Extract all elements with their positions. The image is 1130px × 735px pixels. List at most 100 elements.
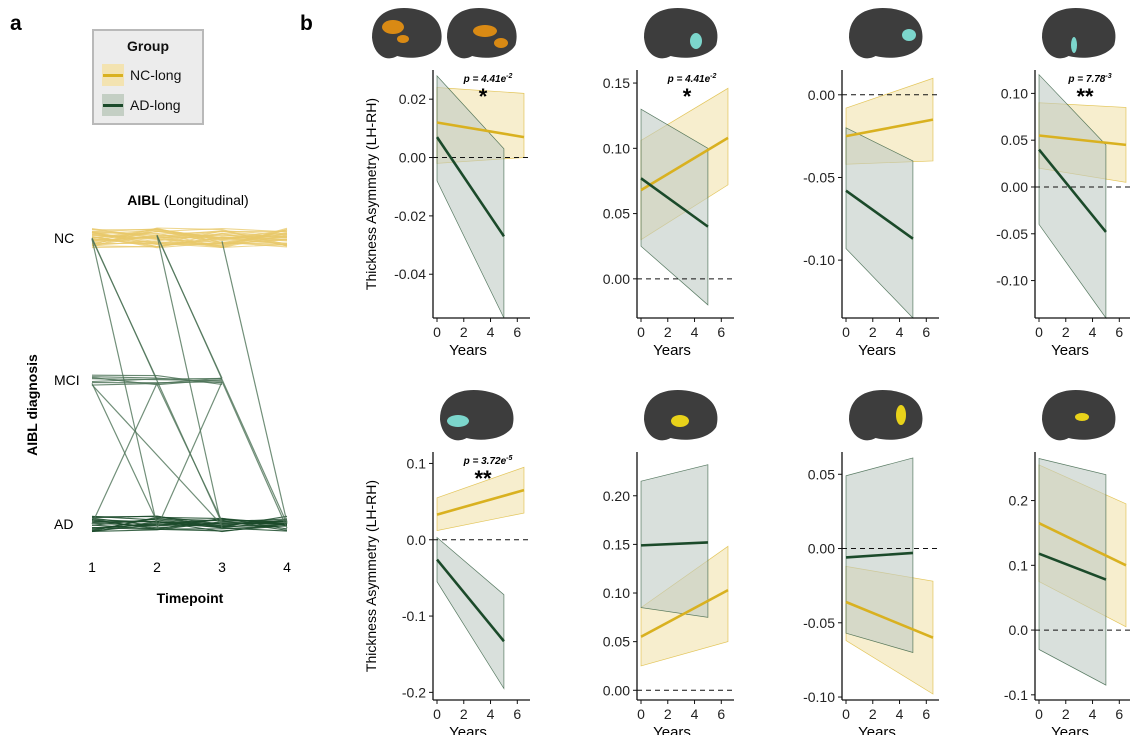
x-tick-label: 0 — [433, 324, 441, 340]
p-value-label: p = 3.72e-5 — [463, 455, 513, 467]
trend-line-ad — [640, 177, 709, 228]
y-tick-label: 0.00 — [1001, 179, 1028, 195]
plot-b5: -0.2 -0.1 0.0 0.1 0 2 4 6 Years Thickness Asymmet… — [363, 389, 530, 735]
panel-a-letter: a — [10, 12, 22, 35]
trend-line-nc — [1038, 522, 1127, 567]
x-tick-label: 2 — [869, 324, 877, 340]
trend-line-ad — [1038, 148, 1107, 233]
brain-surface — [849, 7, 923, 59]
brain-thumbnail — [849, 389, 923, 441]
trend-line-ad — [436, 558, 505, 643]
y-tick-label: 0.00 — [603, 682, 630, 698]
stable-nc-trajectories — [91, 227, 288, 249]
x-tick-label: 4 — [896, 706, 904, 722]
roi-highlight — [1071, 37, 1077, 53]
y-tick-label: 0.05 — [808, 466, 835, 482]
trend-line-ad — [845, 189, 914, 240]
y-tick-label: 0.05 — [603, 206, 630, 222]
brain-thumbnail — [440, 389, 514, 441]
legend-swatch-ad — [102, 94, 124, 116]
roi-highlight — [494, 38, 508, 48]
brain-surface — [440, 389, 514, 441]
y-axis-title: Thickness Asymmetry (LH-RH) — [363, 480, 379, 672]
x-axis-title: Years — [858, 342, 896, 359]
x-axis-title: Years — [1051, 342, 1089, 359]
x-tick-label: 6 — [717, 706, 725, 722]
x-tick-label: 6 — [717, 324, 725, 340]
trend-line-nc — [436, 121, 525, 139]
y-tick-label: -0.10 — [803, 689, 835, 705]
y-tick-label: -0.02 — [394, 208, 426, 224]
y-tick-label: -0.2 — [402, 684, 426, 700]
y-tick-label: 0.1 — [1009, 557, 1029, 573]
legend-item-nc-long: NC-long — [102, 64, 202, 86]
ci-band-ad — [436, 536, 505, 690]
p-value-label: p = 4.41e-2 — [463, 73, 513, 85]
x-axis-title: Timepoint — [157, 590, 224, 606]
panel-b-letter: b — [300, 12, 313, 35]
stable-ad-trajectories — [91, 515, 288, 533]
ad-trajectory — [91, 518, 288, 532]
trend-line-nc — [845, 118, 934, 138]
y-tick-label: 0.10 — [1001, 85, 1028, 101]
roi-highlight — [671, 415, 689, 427]
y-tick-label: 0.2 — [1009, 493, 1029, 509]
legend-swatch-nc — [102, 64, 124, 86]
x-axis-title: Years — [653, 342, 691, 359]
nc-trajectory — [91, 234, 288, 244]
x-tick-label: 1 — [88, 559, 96, 575]
roi-highlight — [896, 405, 906, 425]
brain-thumbnail — [644, 7, 718, 59]
brain-thumbnail — [1042, 7, 1116, 59]
x-tick-label: 2 — [460, 706, 468, 722]
x-tick-label: 0 — [637, 706, 645, 722]
x-tick-label: 6 — [922, 324, 930, 340]
y-tick-label: 0.20 — [603, 488, 630, 504]
mci-trajectory — [91, 381, 223, 384]
y-axis-title: AIBL diagnosis — [24, 354, 40, 456]
x-tick-label: 6 — [1115, 324, 1123, 340]
plot-b6: 0.00 0.05 0.10 0.15 0.20 0 2 4 6 Years — [603, 389, 734, 735]
x-tick-label: 2 — [1062, 324, 1070, 340]
y-tick-label: 0.00 — [808, 87, 835, 103]
roi-highlight — [447, 415, 469, 427]
transition-line — [221, 241, 288, 523]
p-value-label: p = 4.41e-2 — [667, 73, 717, 85]
plot-b1: -0.04 -0.02 0.00 0.02 0 2 4 6 Years Thickness Asy… — [363, 7, 530, 359]
y-tick-label: 0.00 — [808, 541, 835, 557]
ad-trajectory — [91, 519, 288, 530]
y-axis-title: Thickness Asymmetry (LH-RH) — [363, 98, 379, 290]
diagnosis-transitions — [91, 234, 288, 529]
ci-band-ad — [640, 464, 709, 618]
y-tick-label: 0.1 — [407, 455, 427, 471]
ci-band-ad — [640, 108, 709, 306]
panel-a-title: AIBL (Longitudinal) — [127, 192, 248, 208]
roi-highlight — [902, 29, 916, 41]
x-tick-label: 4 — [691, 706, 699, 722]
plot-b8: -0.1 0.0 0.1 0.2 0 2 4 6 Years — [1004, 389, 1130, 735]
transition-line — [91, 384, 223, 526]
x-tick-label: 4 — [691, 324, 699, 340]
y-tick-label: -0.05 — [803, 615, 835, 631]
y-tick-label: -0.05 — [803, 169, 835, 185]
x-tick-label: 2 — [664, 324, 672, 340]
nc-trajectory — [91, 232, 288, 248]
brain-surface — [1042, 7, 1116, 59]
trend-line-ad — [640, 541, 708, 547]
y-tick-label: -0.10 — [803, 252, 835, 268]
significance-stars: * — [479, 84, 488, 109]
x-tick-label: 0 — [1035, 324, 1043, 340]
ad-trajectory — [91, 525, 288, 532]
x-tick-label: 6 — [513, 706, 521, 722]
roi-highlight — [1075, 413, 1089, 421]
ci-band-nc — [436, 466, 525, 532]
roi-highlight — [473, 25, 497, 37]
plot-b4: -0.10 -0.05 0.00 0.05 0.10 0 2 4 6 Years p = 7.78-… — [996, 7, 1130, 359]
y-tick-label: 0.10 — [603, 585, 630, 601]
x-tick-label: 0 — [1035, 706, 1043, 722]
significance-stars: ** — [1076, 84, 1094, 109]
trend-line-nc — [1038, 134, 1127, 147]
y-tick-label: 0.02 — [399, 91, 426, 107]
x-axis-title: Years — [449, 342, 487, 359]
